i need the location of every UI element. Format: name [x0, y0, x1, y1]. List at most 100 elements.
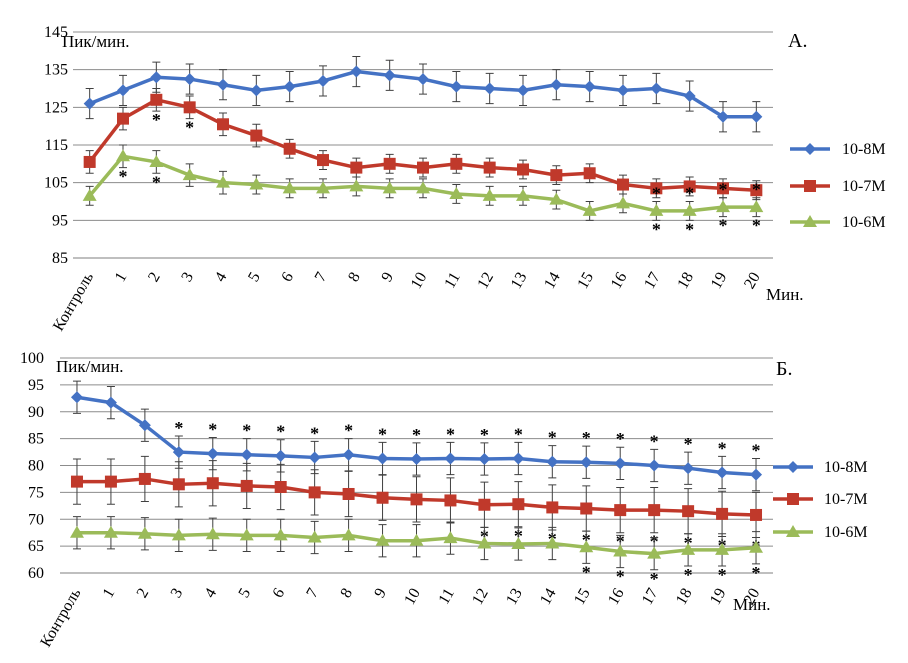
- significance-star: *: [652, 219, 661, 239]
- data-point: [478, 498, 491, 511]
- data-point: [83, 97, 96, 110]
- data-point: [478, 453, 491, 466]
- x-tick-label: 1: [100, 586, 119, 601]
- data-point: [617, 84, 629, 97]
- panel-label: А.: [788, 30, 807, 52]
- data-point: [83, 155, 96, 168]
- data-point: [715, 542, 730, 555]
- data-point: [350, 161, 363, 174]
- data-point: [282, 181, 297, 194]
- data-point: [449, 186, 464, 199]
- y-tick-label: 95: [28, 377, 44, 394]
- series-10-6М: * * * * * * * * * *: [82, 144, 764, 239]
- legend-marker: [787, 493, 799, 505]
- x-axis-label: Мин.: [766, 285, 804, 304]
- y-tick-label: 85: [52, 250, 68, 267]
- data-point: [172, 478, 185, 491]
- data-point: [550, 78, 563, 91]
- data-point: [104, 396, 117, 409]
- significance-star: *: [548, 428, 557, 448]
- x-tick-label: Контроль: [37, 586, 84, 651]
- data-point: [545, 536, 560, 549]
- significance-star: *: [344, 421, 353, 441]
- data-point: [482, 188, 497, 201]
- panel-label: Б.: [776, 358, 792, 380]
- data-point: [614, 457, 627, 470]
- data-point: [183, 73, 196, 86]
- y-tick-label: 60: [28, 565, 44, 582]
- x-tick-label: 15: [571, 586, 594, 608]
- data-point: [512, 452, 525, 465]
- data-point: [249, 177, 264, 190]
- significance-star: *: [480, 425, 489, 445]
- x-tick-label: 11: [441, 270, 463, 292]
- x-tick-label: 17: [641, 270, 664, 292]
- data-point: [171, 528, 186, 541]
- data-point: [681, 542, 696, 555]
- significance-star: *: [152, 110, 161, 130]
- data-point: [317, 74, 329, 87]
- x-tick-label: 3: [168, 586, 187, 601]
- data-point: [682, 203, 697, 216]
- data-point: [206, 447, 219, 460]
- data-point: [583, 80, 596, 93]
- data-point: [283, 142, 296, 155]
- data-point: [117, 84, 129, 97]
- significance-star: *: [185, 118, 194, 138]
- data-point: [206, 477, 219, 490]
- data-point: [383, 157, 396, 170]
- data-point: [116, 149, 130, 162]
- x-tick-label: 9: [371, 586, 390, 601]
- series-10-8М: [83, 55, 763, 133]
- significance-star: *: [718, 565, 727, 585]
- significance-star: *: [685, 219, 694, 239]
- x-tick-label: 18: [673, 586, 696, 608]
- legend-marker: [787, 461, 799, 473]
- data-point: [217, 118, 229, 131]
- series-10-8М: * * * * * * * * * * * * * * * * * *: [70, 380, 763, 492]
- data-point: [750, 184, 763, 197]
- x-tick-label: 10: [408, 270, 431, 292]
- series-10-6М: * * * * * *: [69, 516, 764, 589]
- x-tick-label: 7: [312, 270, 331, 285]
- data-point: [308, 486, 321, 499]
- y-axis-unit-label: Пик/мин.: [56, 357, 124, 376]
- legend-label: 10-6М: [824, 524, 868, 541]
- data-point: [417, 73, 429, 86]
- legend-label: 10-8М: [842, 141, 886, 158]
- significance-star: *: [174, 418, 183, 438]
- legend-label: 10-6М: [842, 214, 886, 231]
- data-point: [137, 526, 152, 539]
- y-tick-label: 105: [44, 175, 68, 192]
- x-tick-label: 12: [469, 586, 492, 608]
- data-point: [716, 507, 729, 520]
- data-point: [417, 161, 429, 174]
- x-tick-label: 14: [537, 586, 560, 608]
- data-point: [550, 169, 563, 182]
- significance-star: *: [685, 184, 694, 204]
- y-tick-label: 85: [28, 431, 44, 448]
- y-axis-unit-label: Пик/мин.: [62, 32, 130, 51]
- data-point: [316, 181, 330, 194]
- data-point: [444, 452, 457, 465]
- data-point: [239, 528, 254, 541]
- data-point: [410, 493, 423, 506]
- significance-star: *: [582, 562, 591, 582]
- data-point: [283, 80, 296, 93]
- significance-star: *: [582, 428, 591, 448]
- significance-star: *: [652, 184, 661, 204]
- significance-star: *: [412, 425, 421, 445]
- data-point: [546, 501, 559, 514]
- data-point: [750, 110, 763, 123]
- significance-star: *: [684, 434, 693, 454]
- data-point: [69, 525, 84, 538]
- x-tick-label: 16: [608, 270, 631, 292]
- data-point: [240, 479, 253, 492]
- data-point: [749, 540, 764, 553]
- data-point: [580, 502, 593, 515]
- data-point: [273, 528, 288, 541]
- significance-star: *: [752, 216, 761, 236]
- data-point: [217, 78, 229, 91]
- data-point: [70, 391, 83, 404]
- data-point: [104, 475, 117, 488]
